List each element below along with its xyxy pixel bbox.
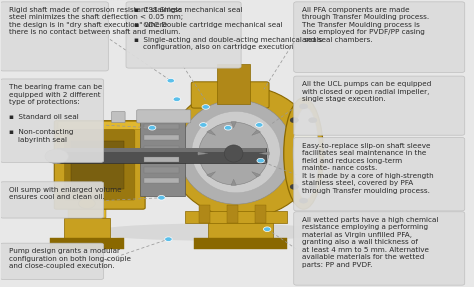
Wedge shape (252, 172, 261, 177)
FancyBboxPatch shape (140, 119, 185, 196)
FancyBboxPatch shape (199, 205, 210, 224)
FancyBboxPatch shape (0, 79, 104, 162)
FancyBboxPatch shape (64, 218, 110, 241)
FancyBboxPatch shape (185, 211, 287, 224)
Circle shape (257, 158, 264, 163)
Ellipse shape (179, 100, 293, 204)
Text: The bearing frame can be
equipped with 2 different
type of protections:

▪  Stan: The bearing frame can be equipped with 2… (9, 84, 102, 143)
Text: Oil sump with enlarged volume
ensures cool and clean oil.: Oil sump with enlarged volume ensures co… (9, 187, 121, 200)
Circle shape (300, 104, 308, 109)
Text: ▪  CSS Single mechanical seal

▪  CDC Double cartridge mechanical seal

▪  Singl: ▪ CSS Single mechanical seal ▪ CDC Doubl… (135, 7, 323, 51)
Ellipse shape (199, 122, 269, 185)
FancyBboxPatch shape (0, 2, 109, 71)
FancyBboxPatch shape (194, 238, 287, 249)
FancyBboxPatch shape (111, 112, 125, 123)
Circle shape (300, 198, 308, 203)
FancyBboxPatch shape (208, 218, 273, 241)
Bar (144, 146, 179, 151)
Circle shape (79, 198, 95, 209)
Text: Easy-to-replace slip-on shaft sleeve
facilitates seal maintenance in the
field a: Easy-to-replace slip-on shaft sleeve fac… (302, 143, 434, 194)
Circle shape (290, 184, 299, 189)
Ellipse shape (91, 224, 334, 241)
Text: Rigid shaft made of corrosion resistant stainless
steel minimizes the shaft defl: Rigid shaft made of corrosion resistant … (9, 7, 183, 36)
Ellipse shape (224, 145, 243, 162)
Circle shape (309, 184, 317, 189)
Circle shape (255, 123, 263, 127)
FancyBboxPatch shape (213, 206, 269, 218)
Text: Pump design grants a modular
configuration on both long-couple
and close-coupled: Pump design grants a modular configurati… (9, 248, 131, 269)
Wedge shape (207, 130, 216, 135)
Wedge shape (198, 152, 208, 155)
Circle shape (224, 125, 232, 130)
FancyBboxPatch shape (191, 82, 269, 108)
Bar (144, 135, 179, 140)
Circle shape (309, 118, 317, 123)
FancyBboxPatch shape (68, 206, 106, 218)
Bar (144, 157, 179, 162)
FancyBboxPatch shape (227, 205, 238, 224)
FancyBboxPatch shape (64, 130, 135, 200)
Text: All the UCL pumps can be equipped
with closed or open radial impeller,
single st: All the UCL pumps can be equipped with c… (302, 81, 431, 102)
Circle shape (164, 237, 172, 241)
FancyBboxPatch shape (0, 182, 104, 218)
Circle shape (200, 123, 207, 127)
Wedge shape (252, 130, 261, 135)
Ellipse shape (168, 86, 318, 218)
Circle shape (45, 149, 68, 164)
FancyBboxPatch shape (294, 76, 465, 135)
FancyBboxPatch shape (56, 148, 266, 164)
FancyBboxPatch shape (58, 121, 141, 130)
Wedge shape (231, 121, 237, 128)
Bar (144, 124, 179, 129)
FancyBboxPatch shape (71, 141, 124, 189)
Wedge shape (207, 172, 216, 177)
Circle shape (167, 78, 174, 83)
Bar (144, 178, 179, 183)
Wedge shape (231, 179, 237, 185)
FancyBboxPatch shape (294, 2, 465, 72)
Circle shape (264, 227, 271, 232)
Circle shape (202, 105, 210, 109)
Text: All wetted parts have a high chemical
resistance employing a performing
material: All wetted parts have a high chemical re… (302, 217, 438, 268)
Ellipse shape (191, 111, 280, 193)
FancyBboxPatch shape (0, 243, 104, 280)
FancyBboxPatch shape (137, 110, 191, 123)
Bar (144, 168, 179, 173)
FancyBboxPatch shape (294, 137, 465, 211)
FancyBboxPatch shape (218, 63, 250, 104)
Ellipse shape (284, 98, 323, 209)
Circle shape (148, 125, 156, 130)
Circle shape (290, 118, 299, 123)
FancyBboxPatch shape (255, 205, 266, 224)
FancyBboxPatch shape (56, 148, 266, 152)
FancyBboxPatch shape (294, 212, 465, 285)
Text: All PFA components are made
through Transfer Moulding process.
The Transfer Moul: All PFA components are made through Tran… (302, 7, 429, 43)
Circle shape (158, 195, 165, 200)
Circle shape (173, 97, 181, 102)
FancyBboxPatch shape (126, 2, 241, 68)
Wedge shape (259, 152, 270, 155)
FancyBboxPatch shape (50, 238, 124, 249)
Ellipse shape (293, 108, 319, 199)
FancyBboxPatch shape (55, 121, 145, 209)
